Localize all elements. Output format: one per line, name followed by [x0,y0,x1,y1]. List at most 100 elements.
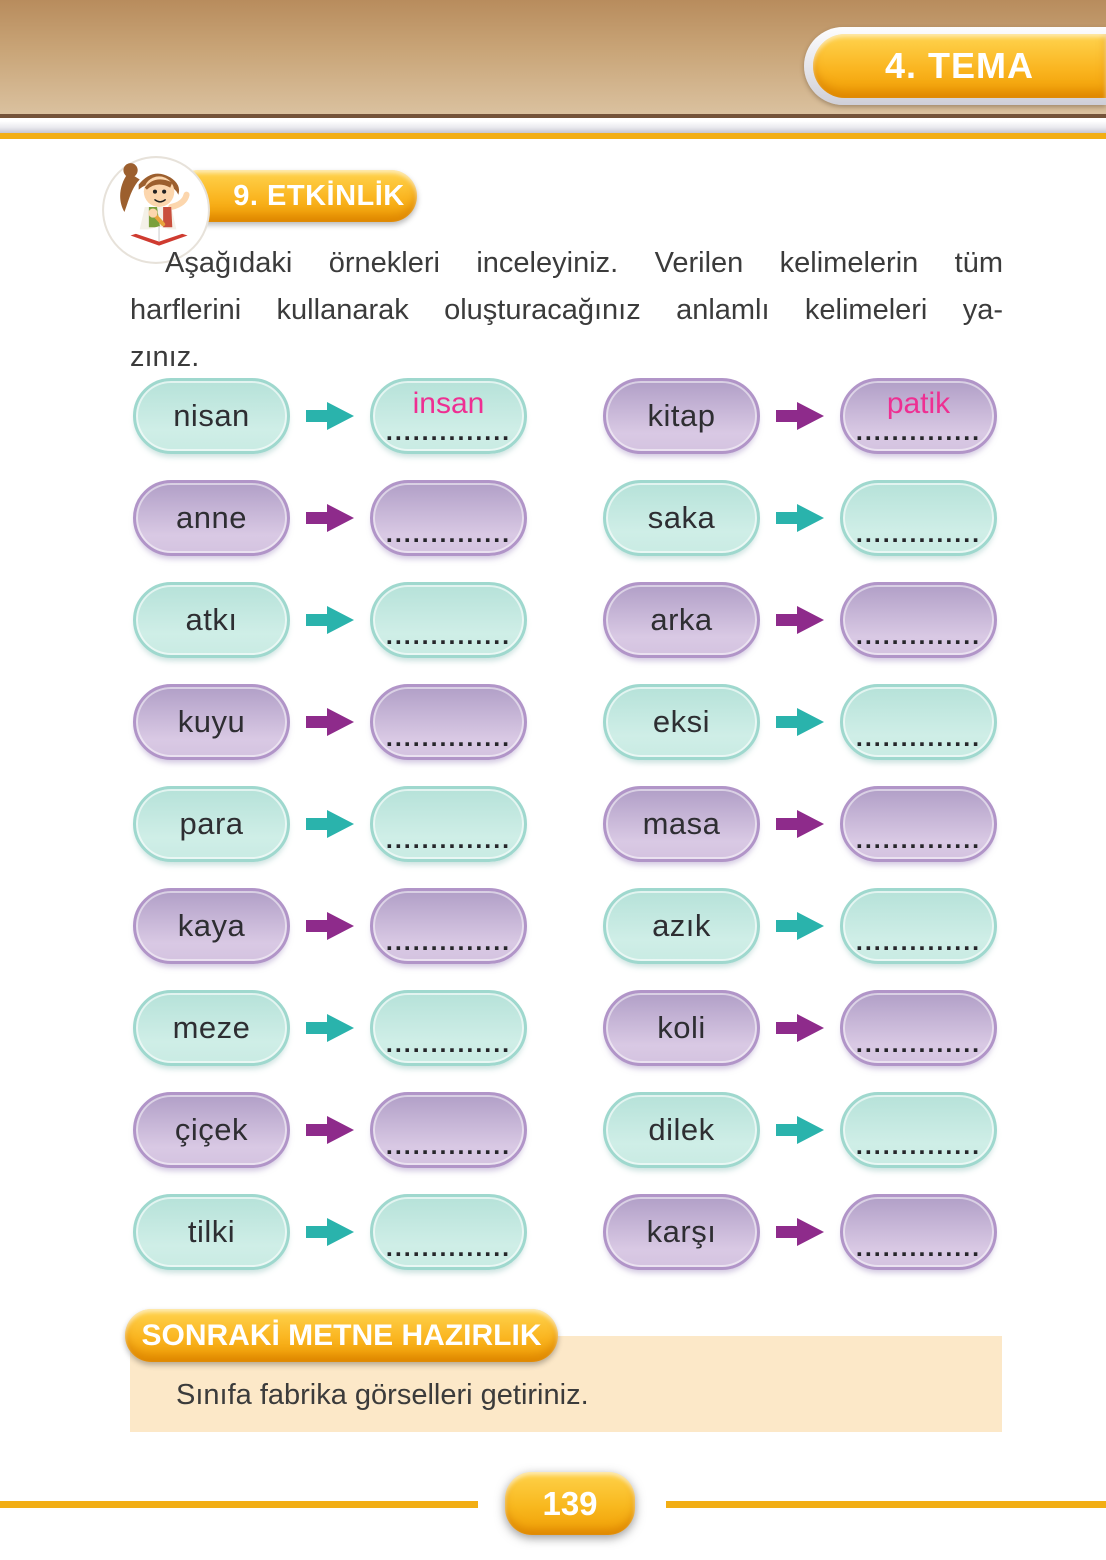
answer-blank-pill[interactable]: .............. [840,888,997,964]
word-label: arka [650,602,713,637]
word-pill: meze [133,990,290,1066]
dotted-blank-line: .............. [385,1132,512,1160]
instruction-line: Aşağıdaki örnekleri inceleyiniz. Verilen… [165,247,1003,279]
dotted-blank-line: .............. [855,520,982,548]
arrow-right-icon [290,911,370,941]
header-gold-stripe [0,133,1106,139]
arrow-right-icon [760,401,840,431]
word-pair-row: nisan insan .............. [133,378,527,454]
dotted-blank-line: .............. [385,1030,512,1058]
word-label: kuyu [177,704,246,739]
word-pairs-column-left: nisan insan .............. anne ........… [133,378,527,1270]
activity-badge: 9. ETKİNLİK [100,154,430,264]
word-pair-row: saka .............. [603,480,997,556]
prep-note-badge: SONRAKİ METNE HAZIRLIK [125,1309,558,1362]
word-pair-row: dilek .............. [603,1092,997,1168]
word-label: para [179,806,244,841]
word-label: kaya [177,908,246,943]
answer-blank-pill[interactable]: .............. [840,1194,997,1270]
word-pair-row: kaya .............. [133,888,527,964]
word-label: tilki [187,1214,236,1249]
word-pill: kuyu [133,684,290,760]
word-label: azık [652,908,711,943]
word-pair-row: koli .............. [603,990,997,1066]
word-pill: kitap [603,378,760,454]
dotted-blank-line: .............. [855,1132,982,1160]
word-pill: saka [603,480,760,556]
word-pill: eksi [603,684,760,760]
word-pair-row: atkı .............. [133,582,527,658]
word-pair-row: kuyu .............. [133,684,527,760]
word-pair-row: azık .............. [603,888,997,964]
word-pill: azık [603,888,760,964]
answer-blank-pill[interactable]: .............. [840,990,997,1066]
answer-blank-pill[interactable]: .............. [370,582,527,658]
dotted-blank-line: .............. [385,622,512,650]
arrow-right-icon [290,401,370,431]
word-label: meze [172,1010,251,1045]
answer-blank-pill[interactable]: .............. [370,1194,527,1270]
instruction-line: zınız. [130,341,200,373]
answer-blank-pill[interactable]: .............. [840,1092,997,1168]
dotted-blank-line: .............. [385,724,512,752]
word-pair-row: tilki .............. [133,1194,527,1270]
arrow-right-icon [760,1013,840,1043]
arrow-right-icon [290,1013,370,1043]
arrow-right-icon [760,1115,840,1145]
answer-blank-pill[interactable]: .............. [840,480,997,556]
word-pair-row: anne .............. [133,480,527,556]
word-pill: arka [603,582,760,658]
word-pair-row: masa .............. [603,786,997,862]
instruction-line: harflerini kullanarak oluşturacağınız an… [130,294,1003,326]
word-pill: çiçek [133,1092,290,1168]
answer-blank-pill[interactable]: .............. [370,684,527,760]
dotted-blank-line: .............. [855,1030,982,1058]
answer-blank-pill[interactable]: .............. [370,786,527,862]
arrow-right-icon [290,707,370,737]
word-label: saka [647,500,716,535]
word-pill: atkı [133,582,290,658]
word-pair-row: meze .............. [133,990,527,1066]
arrow-right-icon [290,503,370,533]
girl-writing-mascot-icon [102,156,210,264]
word-pair-row: çiçek .............. [133,1092,527,1168]
prep-note-text: Sınıfa fabrika görselleri getiriniz. [176,1378,589,1411]
answer-blank-pill[interactable]: patik .............. [840,378,997,454]
answer-blank-pill[interactable]: .............. [840,582,997,658]
answer-blank-pill[interactable]: .............. [840,684,997,760]
word-pairs-column-right: kitap patik .............. saka ........… [603,378,997,1270]
word-pill: kaya [133,888,290,964]
word-pair-row: karşı .............. [603,1194,997,1270]
dotted-blank-line: .............. [385,418,512,446]
dotted-blank-line: .............. [385,520,512,548]
answer-blank-pill[interactable]: .............. [370,480,527,556]
word-pill: karşı [603,1194,760,1270]
arrow-right-icon [760,911,840,941]
word-label: koli [657,1010,706,1045]
dotted-blank-line: .............. [855,928,982,956]
footer-rule-left [0,1501,478,1508]
answer-text: insan [412,387,485,420]
arrow-right-icon [290,1217,370,1247]
arrow-right-icon [760,707,840,737]
dotted-blank-line: .............. [855,724,982,752]
arrow-right-icon [760,605,840,635]
answer-blank-pill[interactable]: .............. [840,786,997,862]
answer-blank-pill[interactable]: .............. [370,888,527,964]
answer-blank-pill[interactable]: insan .............. [370,378,527,454]
dotted-blank-line: .............. [385,928,512,956]
word-pair-row: arka .............. [603,582,997,658]
tema-banner: 4. TEMA [804,27,1106,105]
dotted-blank-line: .............. [855,826,982,854]
arrow-right-icon [290,605,370,635]
instruction-paragraph: Aşağıdaki örnekleri inceleyiniz. Verilen… [130,240,1003,381]
word-label: nisan [173,398,250,433]
word-pill: masa [603,786,760,862]
word-pair-row: eksi .............. [603,684,997,760]
word-label: anne [176,500,247,535]
answer-blank-pill[interactable]: .............. [370,990,527,1066]
word-pair-row: para .............. [133,786,527,862]
answer-blank-pill[interactable]: .............. [370,1092,527,1168]
dotted-blank-line: .............. [385,826,512,854]
